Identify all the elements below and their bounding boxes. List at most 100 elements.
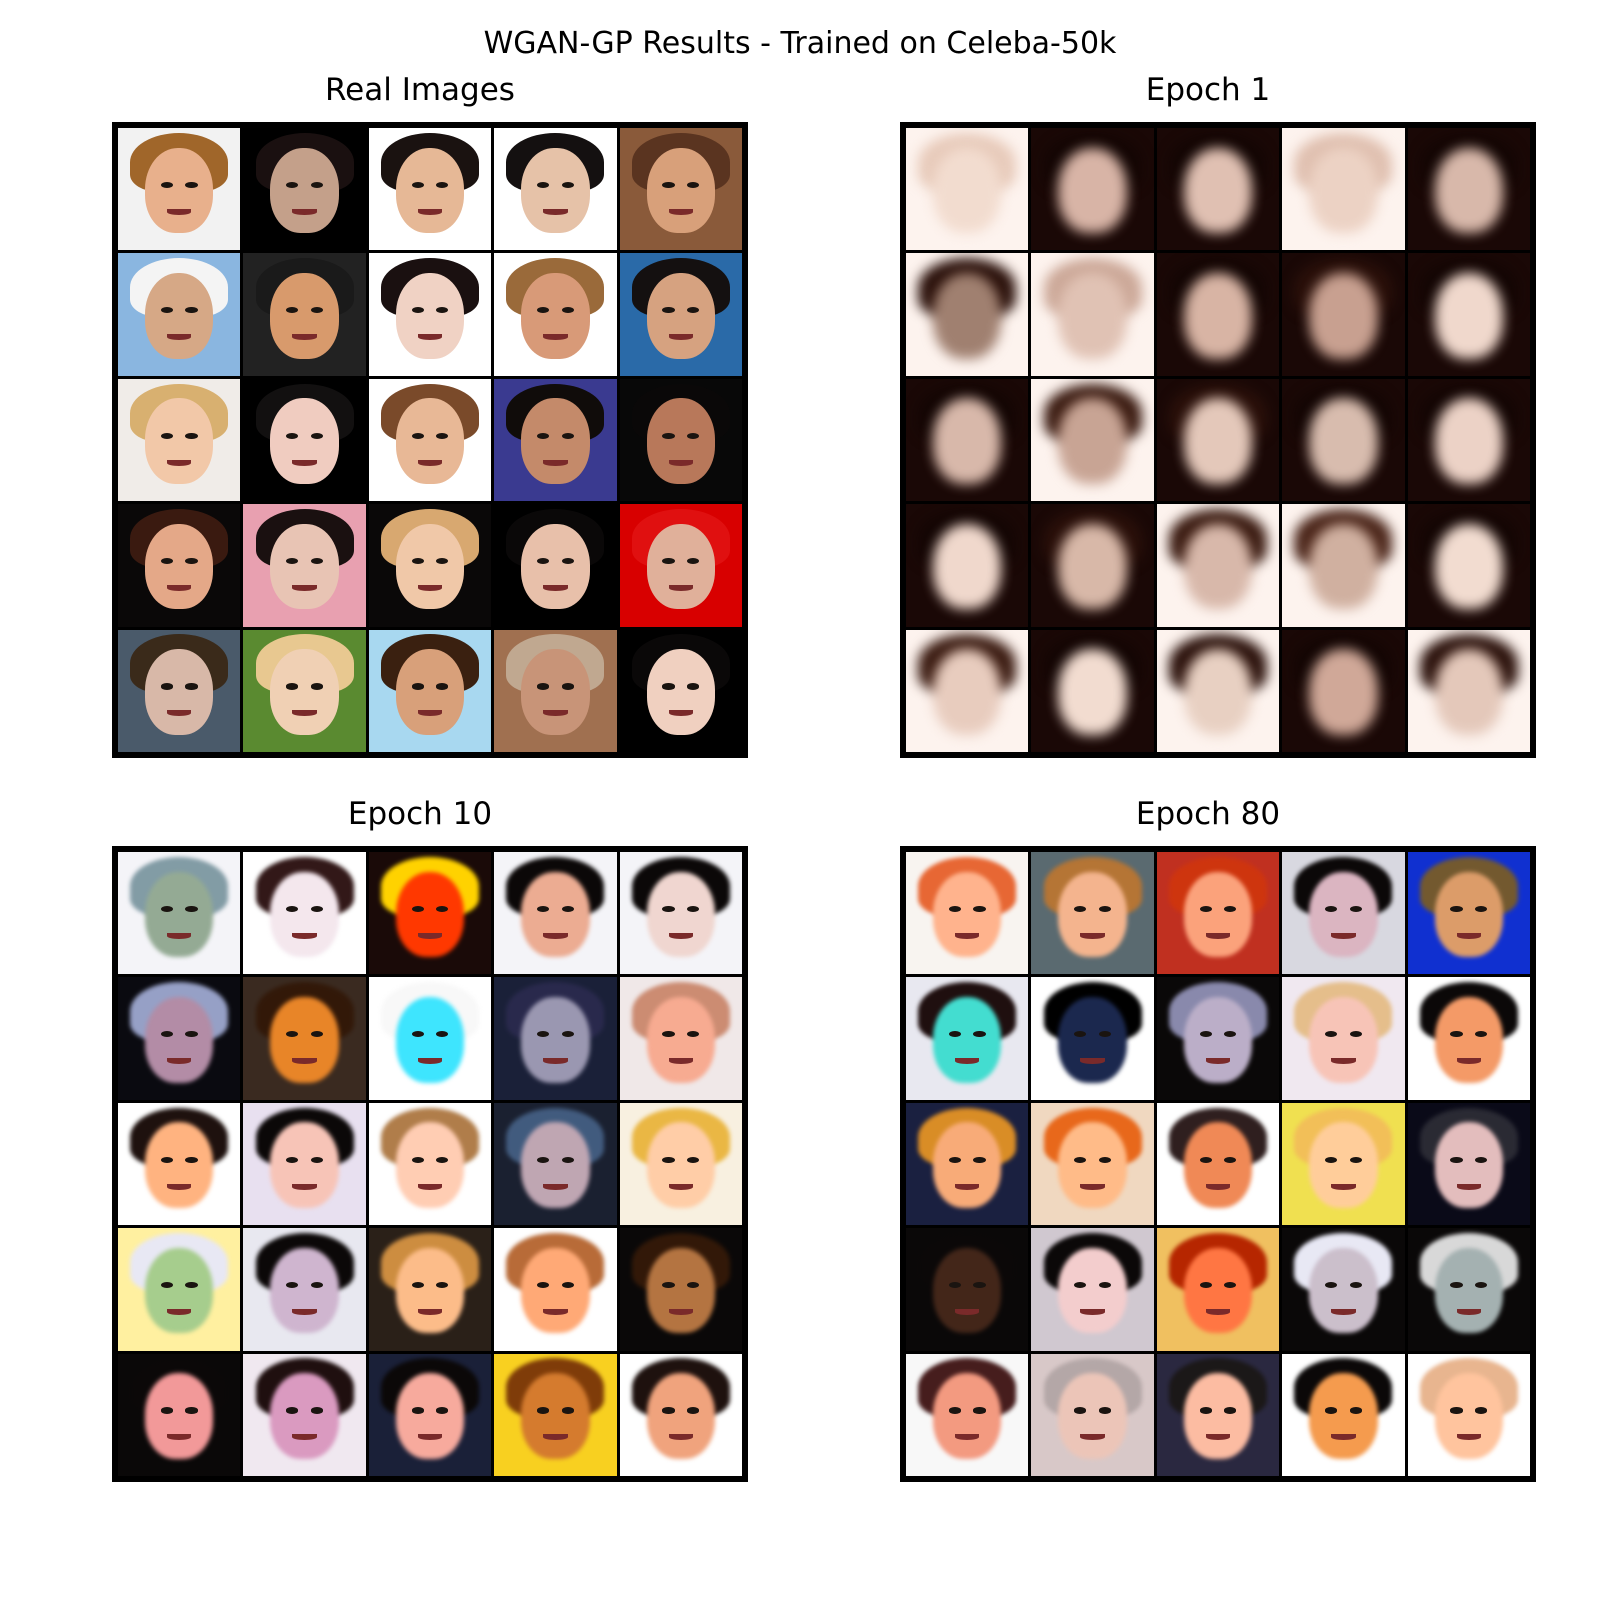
face-sample-tile bbox=[243, 128, 366, 251]
panel-title-epoch-1: Epoch 1 bbox=[1145, 72, 1271, 108]
face-shape bbox=[144, 871, 214, 958]
mouth-shape bbox=[166, 584, 192, 592]
face-sample-tile bbox=[906, 1102, 1029, 1226]
mouth-shape bbox=[1205, 932, 1231, 939]
mouth-shape bbox=[417, 1308, 443, 1316]
face-sample-tile bbox=[368, 852, 492, 975]
eye-shape bbox=[686, 558, 700, 565]
mouth-shape bbox=[1205, 1308, 1231, 1316]
mouth-shape bbox=[543, 1308, 568, 1316]
face-shape bbox=[646, 523, 716, 610]
mouth-shape bbox=[1456, 1058, 1482, 1065]
face-shape bbox=[932, 272, 1002, 359]
face-shape bbox=[1058, 398, 1127, 485]
face-sample-tile bbox=[1282, 977, 1405, 1100]
eye-shape bbox=[1474, 1156, 1488, 1163]
mouth-shape bbox=[1205, 1434, 1231, 1441]
mouth-shape bbox=[954, 932, 980, 939]
mouth-shape bbox=[292, 1308, 317, 1316]
face-shape bbox=[646, 398, 716, 485]
eye-shape bbox=[436, 1156, 449, 1163]
eye-shape bbox=[1325, 1282, 1338, 1289]
face-sample-tile bbox=[1407, 1353, 1530, 1476]
mouth-shape bbox=[543, 1434, 568, 1441]
face-shape bbox=[1183, 871, 1253, 958]
face-sample-tile bbox=[243, 1353, 366, 1476]
face-sample-tile bbox=[118, 1102, 241, 1226]
face-sample-tile bbox=[118, 504, 241, 627]
mouth-shape bbox=[543, 932, 568, 939]
face-sample-tile bbox=[1407, 977, 1530, 1100]
eye-shape bbox=[411, 683, 424, 690]
eye-shape bbox=[1098, 1031, 1111, 1038]
eye-shape bbox=[686, 683, 700, 690]
face-shape bbox=[646, 649, 716, 735]
face-shape bbox=[932, 1373, 1002, 1459]
face-sample-tile bbox=[1031, 378, 1154, 502]
face-shape bbox=[1058, 996, 1127, 1083]
face-shape bbox=[521, 147, 590, 234]
eye-shape bbox=[973, 1031, 986, 1038]
face-sample-tile bbox=[368, 253, 492, 376]
face-sample-tile bbox=[1031, 128, 1154, 251]
mouth-shape bbox=[292, 584, 317, 592]
mouth-shape bbox=[292, 459, 317, 466]
face-shape bbox=[395, 398, 465, 485]
face-sample-tile bbox=[619, 1353, 742, 1476]
image-grid-epoch-10 bbox=[112, 846, 748, 1482]
face-sample-tile bbox=[1031, 253, 1154, 376]
face-shape bbox=[1309, 1373, 1378, 1459]
face-sample-tile bbox=[494, 1102, 617, 1226]
mouth-shape bbox=[954, 1058, 980, 1065]
mouth-shape bbox=[668, 334, 694, 341]
mouth-shape bbox=[543, 334, 568, 341]
eye-shape bbox=[310, 1031, 323, 1038]
mouth-shape bbox=[954, 1308, 980, 1316]
face-shape bbox=[1183, 1122, 1253, 1209]
eye-shape bbox=[561, 1031, 574, 1038]
mouth-shape bbox=[166, 710, 192, 717]
mouth-shape bbox=[1456, 1434, 1482, 1441]
eye-shape bbox=[185, 181, 198, 188]
eye-shape bbox=[662, 432, 675, 439]
eye-shape bbox=[662, 1156, 675, 1163]
face-sample-tile bbox=[118, 378, 241, 502]
face-shape bbox=[270, 1122, 339, 1209]
eye-shape bbox=[286, 181, 299, 188]
face-shape bbox=[144, 272, 214, 359]
eye-shape bbox=[537, 432, 550, 439]
eye-shape bbox=[436, 181, 449, 188]
eye-shape bbox=[310, 1156, 323, 1163]
eye-shape bbox=[1474, 905, 1488, 912]
face-shape bbox=[646, 996, 716, 1083]
face-shape bbox=[270, 1373, 339, 1459]
eye-shape bbox=[436, 1282, 449, 1289]
mouth-shape bbox=[668, 584, 694, 592]
face-shape bbox=[1309, 272, 1378, 359]
eye-shape bbox=[561, 905, 574, 912]
face-sample-tile bbox=[243, 977, 366, 1100]
eye-shape bbox=[286, 307, 299, 314]
face-sample-tile bbox=[368, 378, 492, 502]
face-sample-tile bbox=[368, 128, 492, 251]
mouth-shape bbox=[292, 710, 317, 717]
panel-title-epoch-80: Epoch 80 bbox=[1135, 796, 1281, 832]
eye-shape bbox=[1325, 1407, 1338, 1414]
eye-shape bbox=[185, 1282, 198, 1289]
face-shape bbox=[1309, 523, 1378, 610]
face-shape bbox=[270, 272, 339, 359]
face-shape bbox=[521, 1122, 590, 1209]
eye-shape bbox=[1450, 905, 1463, 912]
mouth-shape bbox=[292, 334, 317, 341]
mouth-shape bbox=[292, 1183, 317, 1190]
eye-shape bbox=[1450, 1407, 1463, 1414]
eye-shape bbox=[1224, 1407, 1237, 1414]
eye-shape bbox=[1450, 1156, 1463, 1163]
eye-shape bbox=[948, 1407, 962, 1414]
mouth-shape bbox=[166, 932, 192, 939]
eye-shape bbox=[185, 307, 198, 314]
face-sample-tile bbox=[1282, 852, 1405, 975]
eye-shape bbox=[537, 1407, 550, 1414]
eye-shape bbox=[1074, 1156, 1087, 1163]
mouth-shape bbox=[668, 459, 694, 466]
